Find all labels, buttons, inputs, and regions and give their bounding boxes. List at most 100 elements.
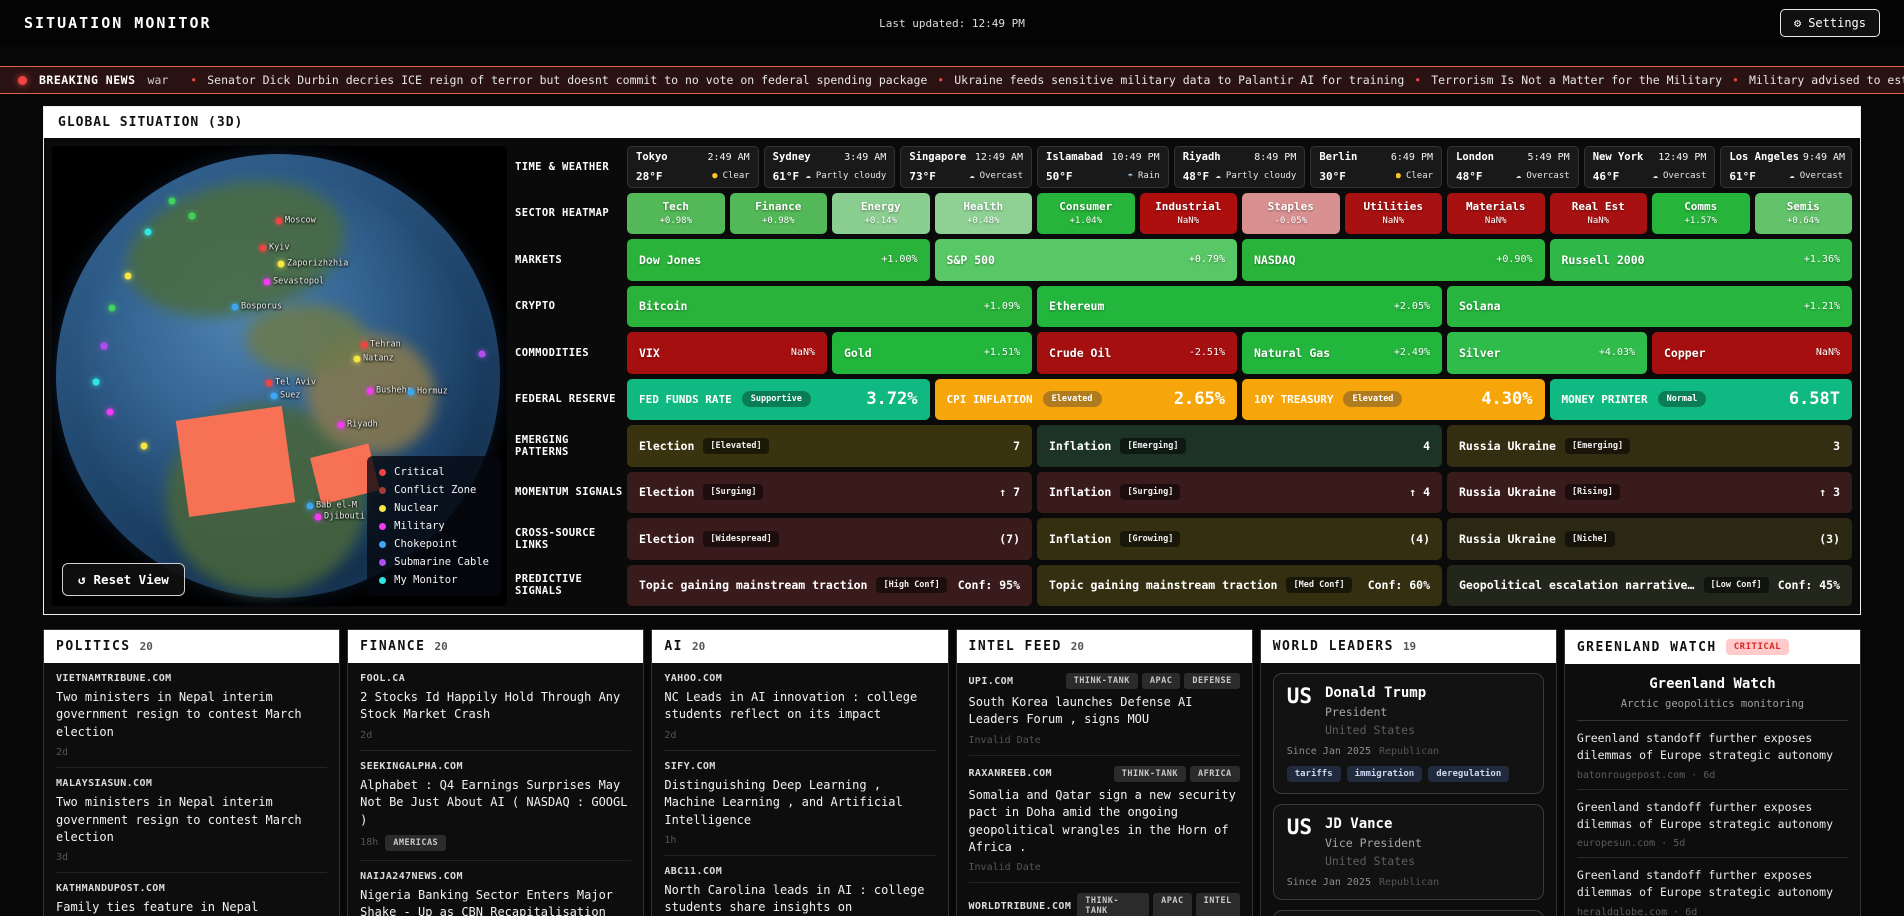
signal-tile[interactable]: Russia Ukraine [Niche] (3) [1447,518,1852,560]
leader-card[interactable]: US JD Vance Vice President United States Sin… [1272,804,1544,900]
weather-tile[interactable]: Riyadh 8:49 PM 48°F ☁ Partly cloudy [1173,146,1306,188]
signal-tile[interactable]: Election [Surging] ↑ 7 [627,471,1032,513]
signal-tile[interactable]: Election [Widespread] (7) [627,518,1032,560]
news-item[interactable]: NAIJA247NEWS.COM Nigeria Banking Sector E… [360,861,631,916]
map-marker[interactable] [168,197,176,205]
fed-tile[interactable]: FED FUNDS RATE Supportive 3.72% [627,378,930,420]
reset-view-button[interactable]: ↺ Reset View [62,563,185,596]
news-item[interactable]: FOOL.CA 2 Stocks Id Happily Hold Through … [360,663,632,751]
map-marker-zaporizhzhia[interactable] [277,260,285,268]
map-marker-bab-el-m[interactable] [306,502,314,510]
signal-tile[interactable]: Topic gaining mainstream traction [Med Co… [1037,564,1442,606]
map-marker-djibouti[interactable] [314,513,322,521]
map-marker[interactable] [124,272,132,280]
map-marker-riyadh[interactable] [337,421,345,429]
market-tile[interactable]: S&P 500 +0.79% [934,239,1237,281]
weather-tile[interactable]: Sydney 3:49 AM 61°F ☁ Partly cloudy [763,146,896,188]
signal-tile[interactable]: Election [Elevated] 7 [627,425,1032,467]
sector-tile[interactable]: Tech +0.98% [627,192,725,234]
globe-3d-view[interactable]: Moscow Kyiv Zaporizhzhia Sevastopol Bosporus… [52,146,507,606]
market-tile[interactable]: Ethereum +2.05% [1037,285,1442,327]
map-marker-bosporus[interactable] [231,303,239,311]
news-item[interactable]: ABC11.COM North Carolina leads in AI : co… [664,856,935,916]
market-tile[interactable]: Copper NaN% [1652,332,1852,374]
map-marker[interactable] [100,342,108,350]
map-marker-tel-aviv[interactable] [265,379,273,387]
weather-tile[interactable]: Berlin 6:49 PM 30°F ● Clear [1310,146,1443,188]
news-item[interactable]: YAHOO.COM NC Leads in AI innovation : col… [664,663,936,751]
market-tile[interactable]: Silver +4.03% [1447,332,1647,374]
map-marker[interactable] [144,228,152,236]
sector-tile[interactable]: Utilities NaN% [1344,192,1442,234]
news-item[interactable]: VIETNAMTRIBUNE.COM Two ministers in Nepal… [56,663,328,769]
weather-tile[interactable]: London 5:49 PM 48°F ☁ Overcast [1447,146,1579,188]
map-marker[interactable] [188,212,196,220]
signal-tile[interactable]: Russia Ukraine [Rising] ↑ 3 [1447,471,1852,513]
sector-tile[interactable]: Industrial NaN% [1139,192,1237,234]
weather-tile[interactable]: New York 12:49 PM 46°F ☁ Overcast [1583,146,1716,188]
sector-tile[interactable]: Consumer +1.04% [1037,192,1135,234]
market-tile[interactable]: Russell 2000 +1.36% [1549,239,1852,281]
weather-temp: 73°F [909,169,936,183]
sector-tile[interactable]: Real Est NaN% [1549,192,1647,234]
signal-tile[interactable]: Inflation [Emerging] 4 [1037,425,1442,467]
greenland-item[interactable]: Greenland standoff further exposes dilem… [1576,790,1849,858]
fed-tile[interactable]: MONEY PRINTER Normal 6.58T [1549,378,1852,420]
intel-item[interactable]: RAXANREEB.COM THINK-TANK AFRICA Somalia and… [968,756,1240,884]
fed-tile[interactable]: CPI INFLATION Elevated 2.65% [934,378,1237,420]
news-item[interactable]: SIFY.COM Distinguishing Deep Learning , M… [664,751,936,856]
signal-tile[interactable]: Geopolitical escalation narrative formin… [1447,564,1852,606]
signal-tile[interactable]: Topic gaining mainstream traction [High C… [627,564,1032,606]
intel-item[interactable]: WORLDTRIBUNE.COMTHINK-TANKAPACINTELAnaly… [969,883,1240,916]
settings-button[interactable]: ⚙ Settings [1779,9,1880,37]
market-tile[interactable]: NASDAQ +0.90% [1242,239,1545,281]
breaking-news-ticker[interactable]: BREAKING NEWS war • Senator Dick Durbin d… [0,66,1904,94]
map-marker-natanz[interactable] [353,355,361,363]
leader-card[interactable] [1272,910,1544,916]
sector-tile[interactable]: Comms +1.57% [1652,192,1750,234]
map-marker-moscow[interactable] [275,217,283,225]
panel-header-greenland: GREENLAND WATCH CRITICAL [1564,630,1861,664]
weather-tile[interactable]: Singapore 12:49 AM 73°F ☁ Overcast [900,146,1033,188]
map-marker[interactable] [92,378,100,386]
market-tile[interactable]: Natural Gas +2.49% [1242,332,1442,374]
map-marker-hormuz[interactable] [407,388,415,396]
greenland-item[interactable]: Greenland standoff further exposes dilem… [1577,858,1848,916]
news-item[interactable]: SEEKINGALPHA.COM Alphabet : Q4 Earnings S… [360,751,632,861]
market-tile[interactable]: Bitcoin +1.09% [627,285,1032,327]
market-tile[interactable]: Solana +1.21% [1447,285,1852,327]
map-marker[interactable] [108,304,116,312]
sector-tile[interactable]: Finance +0.98% [729,192,827,234]
signal-tile[interactable]: Inflation [Growing] (4) [1037,518,1442,560]
sector-tile[interactable]: Materials NaN% [1447,192,1545,234]
weather-condition-label: Overcast [1526,171,1570,181]
map-marker-kyiv[interactable] [259,244,267,252]
map-marker-sevastopol[interactable] [263,278,271,286]
map-marker[interactable] [478,350,486,358]
signal-tile[interactable]: Inflation [Surging] ↑ 4 [1037,471,1442,513]
map-marker-tehran[interactable] [360,341,368,349]
intel-item[interactable]: UPI.COM THINK-TANK APAC DEFENSE South Korea … [968,663,1240,756]
map-marker-bushehr[interactable] [366,387,374,395]
sector-tile[interactable]: Energy +0.14% [832,192,930,234]
news-item[interactable]: KATHMANDUPOST.COM Family ties feature in … [56,873,327,916]
leader-card[interactable]: US Donald Trump President United States Sinc… [1272,673,1544,794]
map-marker-suez[interactable] [270,392,278,400]
news-item[interactable]: MALAYSIASUN.COM Two ministers in Nepal in… [56,768,328,874]
map-marker[interactable] [140,442,148,450]
weather-tile[interactable]: Tokyo 2:49 AM 28°F ● Clear [627,146,759,188]
signal-tile[interactable]: Russia Ukraine [Emerging] 3 [1447,425,1852,467]
sector-tile[interactable]: Health +0.48% [934,192,1032,234]
weather-tile[interactable]: Islamabad 10:49 PM 50°F ☂ Rain [1037,146,1169,188]
sector-tile[interactable]: Staples -0.05% [1242,192,1340,234]
market-tile[interactable]: Crude Oil -2.51% [1037,332,1237,374]
weather-tile[interactable]: Los Angeles 9:49 AM 61°F ☁ Overcast [1720,146,1853,188]
market-tile[interactable]: Dow Jones +1.00% [627,239,930,281]
market-tile[interactable]: VIX NaN% [627,332,827,374]
greenland-item[interactable]: Greenland standoff further exposes dilem… [1576,721,1849,790]
map-marker[interactable] [106,408,114,416]
sector-name: Materials [1465,200,1526,214]
fed-tile[interactable]: 10Y TREASURY Elevated 4.30% [1242,378,1545,420]
sector-tile[interactable]: Semis +0.64% [1754,192,1852,234]
market-tile[interactable]: Gold +1.51% [832,332,1032,374]
